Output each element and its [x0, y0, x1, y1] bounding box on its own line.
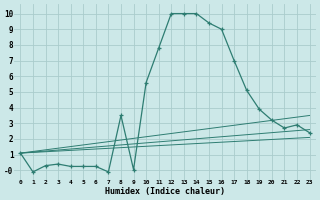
X-axis label: Humidex (Indice chaleur): Humidex (Indice chaleur): [105, 187, 225, 196]
